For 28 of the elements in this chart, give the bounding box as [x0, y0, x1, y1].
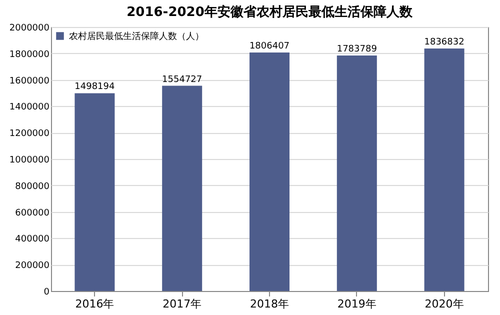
bar [336, 56, 377, 291]
x-tick-label: 2020年 [424, 298, 464, 310]
data-label: 1836832 [424, 38, 464, 48]
bar [162, 86, 202, 291]
chart-title: 2016-2020年安徽省农村居民最低生活保障人数 [126, 4, 414, 20]
x-tick-label: 2017年 [162, 298, 202, 310]
y-tick-label: 1200000 [9, 129, 50, 140]
y-tick-label: 1600000 [9, 76, 50, 86]
y-tick-label: 400000 [15, 234, 50, 245]
bar [424, 48, 464, 291]
y-tick-label: 1000000 [9, 156, 50, 166]
bar [250, 52, 290, 291]
x-tick-label: 2019年 [337, 298, 376, 310]
x-tick-label: 2016年 [75, 298, 114, 310]
y-tick-label: 1800000 [9, 50, 50, 60]
y-tick-label: 0 [44, 288, 50, 298]
y-tick-label: 200000 [15, 261, 50, 272]
data-label: 1498194 [74, 82, 116, 92]
y-tick-label: 600000 [15, 208, 50, 218]
y-tick-label: 1400000 [9, 102, 50, 113]
data-label: 1783789 [336, 44, 378, 55]
x-tick-label: 2018年 [250, 298, 289, 310]
data-label: 1554727 [162, 74, 202, 85]
y-tick-label: 800000 [15, 182, 50, 192]
data-label: 1806407 [249, 42, 290, 52]
bar [74, 93, 115, 291]
y-tick-label: 2000000 [9, 24, 50, 34]
legend-label: 农村居民最低生活保障人数（人） [69, 31, 204, 42]
